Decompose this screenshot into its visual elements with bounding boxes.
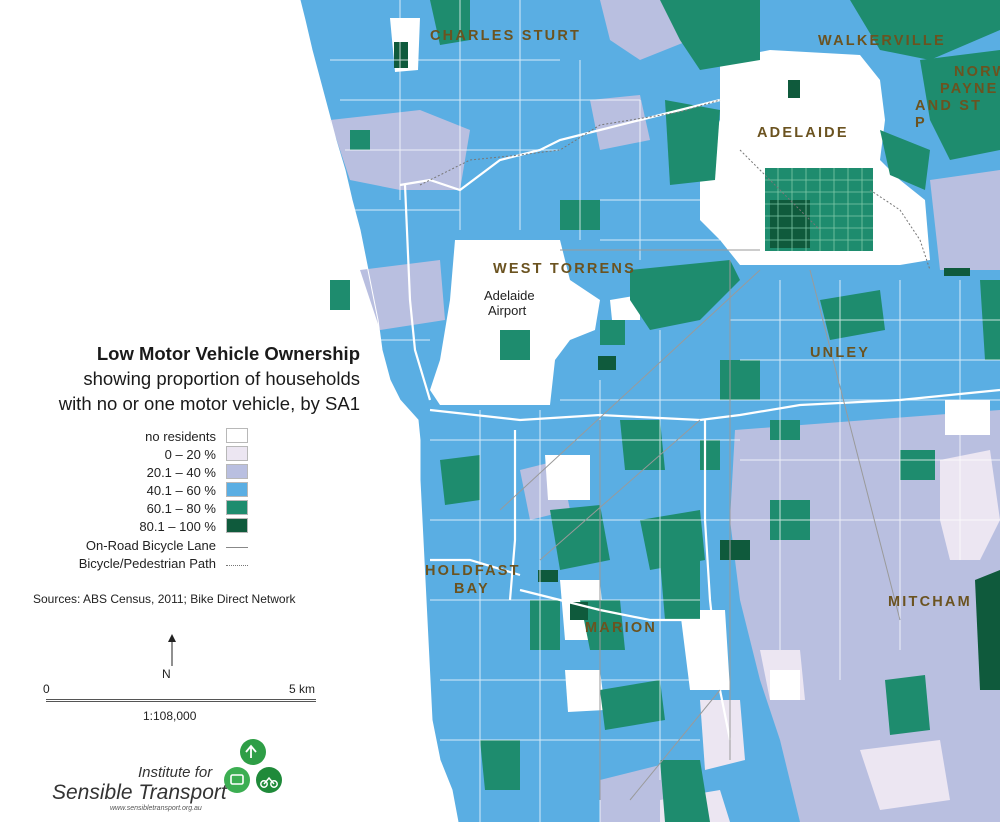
north-label: N [162,667,171,681]
legend-subtitle-line2: with no or one motor vehicle, by SA1 [58,393,360,414]
legend-label-no-residents: no residents [145,429,216,444]
scale-label-max: 5 km [289,682,316,696]
region-label-west-torrens: WEST TORRENS [493,261,636,277]
legend-label-80-100: 80.1 – 100 % [139,519,216,534]
bicycle-lanes [499,249,901,801]
region-label-mitcham: MITCHAM [888,594,972,610]
legend-label-20-40: 20.1 – 40 % [146,465,216,480]
north-arrow-icon [168,634,176,666]
recycling-transport-logo-icon [224,739,282,793]
legend-swatch-40-60 [226,482,248,497]
legend-swatch-no-residents [226,428,248,443]
legend-label-0-20: 0 – 20 % [164,447,216,462]
region-label-charles-sturt: CHARLES STURT [430,28,582,44]
legend-subtitle-line1: showing proportion of households [83,368,360,389]
scale-ratio: 1:108,000 [143,709,197,723]
legend-line-bike-path [226,565,248,566]
legend-label-on-road-lane: On-Road Bicycle Lane [85,538,216,553]
region-label-holdfast-1: HOLDFAST [425,563,521,579]
place-label-airport-1: Adelaide [484,288,535,303]
legend-swatch-80-100 [226,518,248,533]
org-url: www.sensibletransport.org.au [110,805,202,812]
region-label-walkerville: WALKERVILLE [818,33,946,49]
region-label-marion: MARION [585,620,658,636]
region-label-norwood-3: AND ST P [915,98,983,131]
region-label-unley: UNLEY [810,345,871,361]
legend-title: Low Motor Vehicle Ownership [96,343,360,364]
sa1-boundaries [330,0,1000,822]
region-label-adelaide: ADELAIDE [757,125,849,141]
legend-label-40-60: 40.1 – 60 % [146,483,216,498]
class-80-100-areas [394,42,1000,690]
scale-bar [46,699,316,702]
sources-note: Sources: ABS Census, 2011; Bike Direct N… [33,592,296,606]
legend-swatch-60-80 [226,500,248,515]
region-label-norwood-1: NORW [954,64,1000,80]
legend-label-bike-path: Bicycle/Pedestrian Path [78,556,216,571]
council-boundaries [399,98,1000,741]
scale-label-zero: 0 [43,682,50,696]
place-label-airport-2: Airport [488,303,527,318]
legend-label-60-80: 60.1 – 80 % [146,501,216,516]
bicycle-paths [419,99,931,271]
adelaide-cbd [761,164,877,255]
region-label-norwood-2: PAYNE [940,81,999,97]
region-label-holdfast-2: BAY [454,581,490,597]
org-name-line2: Sensible Transport [52,781,227,804]
legend-swatch-0-20 [226,446,248,461]
coastline [299,0,459,822]
org-name-line1: Institute for [138,764,213,781]
legend-swatch-20-40 [226,464,248,479]
legend-line-on-road-lane [226,547,248,548]
